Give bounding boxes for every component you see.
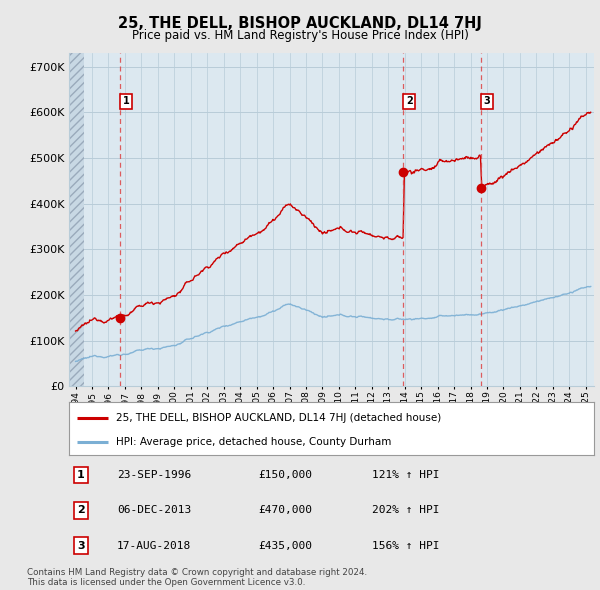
- Text: This data is licensed under the Open Government Licence v3.0.: This data is licensed under the Open Gov…: [27, 578, 305, 587]
- Bar: [69, 53, 84, 386]
- Text: 202% ↑ HPI: 202% ↑ HPI: [372, 506, 439, 515]
- Text: 25, THE DELL, BISHOP AUCKLAND, DL14 7HJ: 25, THE DELL, BISHOP AUCKLAND, DL14 7HJ: [118, 16, 482, 31]
- Text: 121% ↑ HPI: 121% ↑ HPI: [372, 470, 439, 480]
- Text: Price paid vs. HM Land Registry's House Price Index (HPI): Price paid vs. HM Land Registry's House …: [131, 29, 469, 42]
- Text: 3: 3: [484, 96, 490, 106]
- Text: 25, THE DELL, BISHOP AUCKLAND, DL14 7HJ (detached house): 25, THE DELL, BISHOP AUCKLAND, DL14 7HJ …: [116, 414, 442, 423]
- Text: 23-SEP-1996: 23-SEP-1996: [117, 470, 191, 480]
- Text: 1: 1: [123, 96, 130, 106]
- Text: 1: 1: [77, 470, 85, 480]
- Text: £150,000: £150,000: [258, 470, 312, 480]
- Text: 2: 2: [77, 506, 85, 515]
- Text: 3: 3: [77, 541, 85, 550]
- Text: £470,000: £470,000: [258, 506, 312, 515]
- Text: 17-AUG-2018: 17-AUG-2018: [117, 541, 191, 550]
- Text: 2: 2: [406, 96, 413, 106]
- Text: HPI: Average price, detached house, County Durham: HPI: Average price, detached house, Coun…: [116, 437, 392, 447]
- Text: Contains HM Land Registry data © Crown copyright and database right 2024.: Contains HM Land Registry data © Crown c…: [27, 568, 367, 577]
- Text: £435,000: £435,000: [258, 541, 312, 550]
- Text: 06-DEC-2013: 06-DEC-2013: [117, 506, 191, 515]
- Text: 156% ↑ HPI: 156% ↑ HPI: [372, 541, 439, 550]
